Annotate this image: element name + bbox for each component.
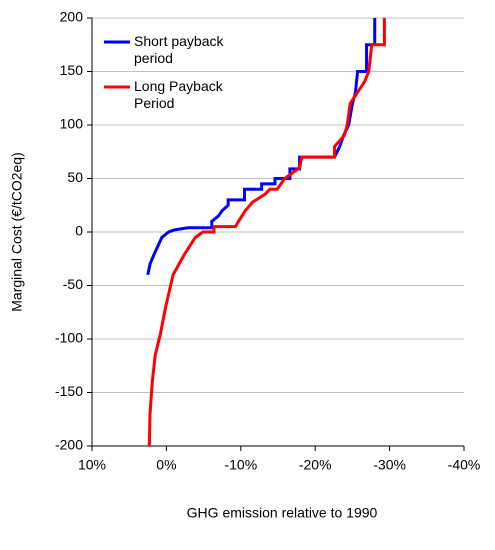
legend-label: Short payback period — [134, 33, 224, 66]
y-tick-label: 150 — [60, 62, 84, 78]
x-axis-title: GHG emission relative to 1990 — [187, 505, 378, 521]
y-tick-label: -150 — [55, 383, 83, 399]
y-tick-label: 100 — [60, 116, 84, 132]
y-tick-label: -200 — [55, 437, 83, 453]
y-tick-label: 0 — [75, 223, 83, 239]
y-tick-label: 50 — [67, 169, 83, 185]
x-tick-label: -20% — [299, 457, 332, 473]
y-tick-label: -50 — [63, 276, 83, 292]
series-line — [147, 18, 386, 447]
x-tick-label: -30% — [373, 457, 406, 473]
x-tick-label: 10% — [78, 457, 106, 473]
y-tick-label: -100 — [55, 330, 83, 346]
legend-label: Long Payback Period — [134, 78, 223, 111]
y-tick-label: 200 — [60, 9, 84, 25]
y-axis-title: Marginal Cost (€/tCO2eq) — [9, 152, 25, 312]
x-tick-label: 0% — [156, 457, 176, 473]
x-tick-label: -40% — [448, 457, 481, 473]
x-tick-label: -10% — [224, 457, 257, 473]
